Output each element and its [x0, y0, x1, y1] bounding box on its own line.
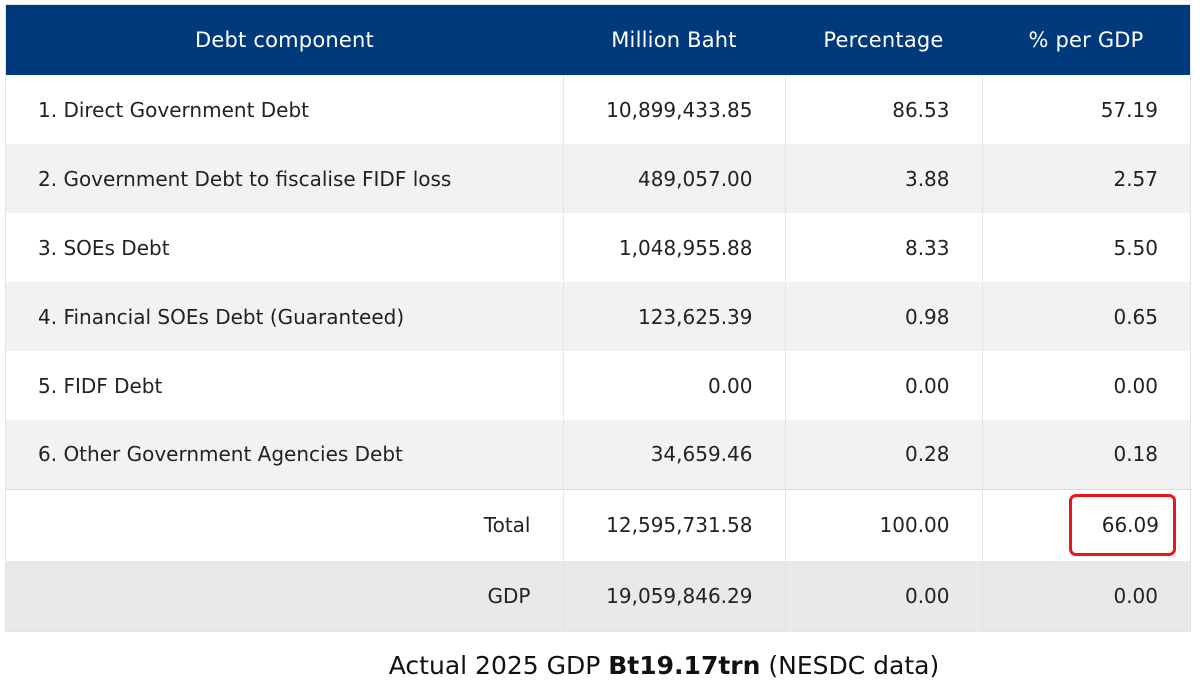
- table-row: 5. FIDF Debt 0.00 0.00 0.00: [6, 351, 1190, 420]
- cell-percentage: 3.88: [784, 144, 982, 213]
- header-debt-component: Debt component: [195, 28, 374, 52]
- debt-table-container: Debt component Million Baht Percentage %…: [5, 4, 1191, 632]
- header-percentage: Percentage: [823, 28, 944, 52]
- gdp-per-gdp: 0.00: [981, 561, 1190, 631]
- table-row: 3. SOEs Debt 1,048,955.88 8.33 5.50: [6, 213, 1190, 282]
- total-label: Total: [483, 513, 531, 538]
- total-percentage: 100.00: [784, 489, 982, 561]
- highlighted-total-per-gdp: 66.09: [1068, 494, 1176, 557]
- cell-million-baht: 34,659.46: [562, 420, 785, 489]
- gdp-percentage: 0.00: [784, 561, 982, 631]
- cell-percentage: 86.53: [784, 75, 982, 144]
- cell-per-gdp: 0.18: [981, 420, 1190, 489]
- cell-million-baht: 1,048,955.88: [562, 213, 785, 282]
- cell-percentage: 8.33: [784, 213, 982, 282]
- cell-per-gdp: 0.00: [981, 351, 1190, 420]
- cell-component: 1. Direct Government Debt: [38, 97, 310, 122]
- cell-per-gdp: 57.19: [981, 75, 1190, 144]
- header-per-gdp: % per GDP: [1028, 28, 1144, 52]
- total-million-baht: 12,595,731.58: [562, 489, 785, 561]
- gdp-caption: Actual 2025 GDP Bt19.17trn (NESDC data): [0, 651, 1200, 680]
- caption-bold-value: Bt19.17trn: [608, 651, 761, 680]
- cell-component: 2. Government Debt to fiscalise FIDF los…: [38, 166, 452, 191]
- cell-percentage: 0.98: [784, 282, 982, 351]
- header-million-baht: Million Baht: [611, 28, 737, 52]
- table-header-row: Debt component Million Baht Percentage %…: [6, 5, 1190, 75]
- cell-per-gdp: 5.50: [981, 213, 1190, 282]
- cell-per-gdp: 0.65: [981, 282, 1190, 351]
- cell-million-baht: 489,057.00: [562, 144, 785, 213]
- cell-per-gdp: 2.57: [981, 144, 1190, 213]
- cell-component: 5. FIDF Debt: [38, 373, 163, 398]
- cell-million-baht: 0.00: [562, 351, 785, 420]
- cell-component: 6. Other Government Agencies Debt: [38, 442, 403, 467]
- gdp-label: GDP: [487, 584, 531, 608]
- cell-percentage: 0.00: [784, 351, 982, 420]
- total-row: Total 12,595,731.58 100.00 66.09: [6, 489, 1190, 561]
- cell-component: 4. Financial SOEs Debt (Guaranteed): [38, 304, 405, 329]
- cell-component: 3. SOEs Debt: [38, 235, 170, 260]
- table-row: 2. Government Debt to fiscalise FIDF los…: [6, 144, 1190, 213]
- total-per-gdp-cell: 66.09: [981, 489, 1190, 561]
- caption-suffix: (NESDC data): [760, 651, 940, 680]
- caption-prefix: Actual 2025 GDP: [388, 651, 609, 680]
- table-row: 6. Other Government Agencies Debt 34,659…: [6, 420, 1190, 489]
- cell-million-baht: 10,899,433.85: [562, 75, 785, 144]
- table-row: 1. Direct Government Debt 10,899,433.85 …: [6, 75, 1190, 144]
- gdp-row: GDP 19,059,846.29 0.00 0.00: [6, 561, 1190, 631]
- gdp-million-baht: 19,059,846.29: [562, 561, 785, 631]
- cell-million-baht: 123,625.39: [562, 282, 785, 351]
- cell-percentage: 0.28: [784, 420, 982, 489]
- table-row: 4. Financial SOEs Debt (Guaranteed) 123,…: [6, 282, 1190, 351]
- public-debt-table: Debt component Million Baht Percentage %…: [6, 5, 1190, 631]
